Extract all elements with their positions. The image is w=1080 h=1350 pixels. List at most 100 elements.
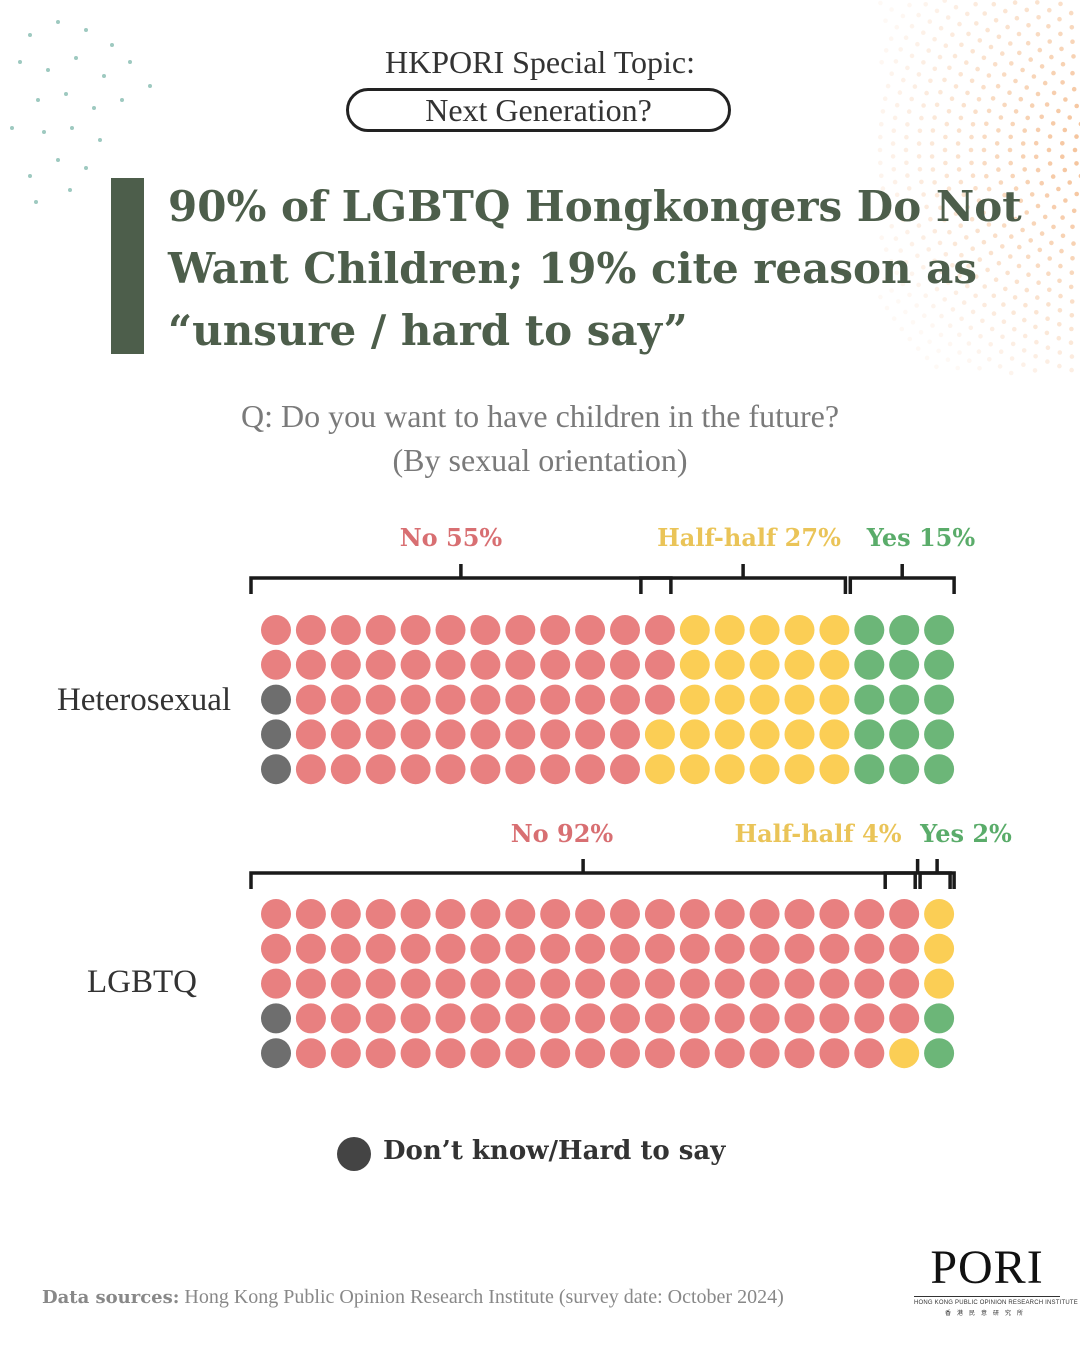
waffle-dot-no	[365, 899, 396, 929]
waffle-dot-no	[679, 933, 710, 964]
deco-dot	[930, 323, 935, 328]
deco-dot	[56, 158, 60, 162]
deco-dot	[885, 83, 891, 89]
waffle-dot-no	[610, 754, 640, 785]
deco-dot	[996, 128, 1001, 133]
deco-dot	[1025, 179, 1030, 185]
deco-dot	[916, 282, 921, 288]
deco-dot	[921, 103, 926, 108]
deco-dot	[903, 260, 909, 265]
deco-dot	[893, 59, 899, 64]
deco-dot	[1037, 247, 1043, 253]
deco-dot	[982, 11, 987, 16]
waffle-dot-no	[714, 1038, 745, 1069]
deco-dot	[1001, 223, 1007, 228]
deco-dot	[899, 326, 905, 332]
deco-dot	[955, 141, 961, 146]
deco-dot	[939, 313, 944, 319]
deco-dot	[973, 186, 978, 191]
deco-dot	[1008, 370, 1014, 376]
group-label: Heterosexual	[57, 682, 231, 718]
deco-dot	[1070, 39, 1075, 44]
deco-dot	[882, 96, 888, 101]
waffle-dot-half	[819, 754, 850, 785]
deco-dot	[1035, 0, 1040, 5]
waffle-dot-no	[610, 615, 640, 645]
bracket-no	[249, 859, 917, 889]
deco-dot	[1057, 363, 1062, 369]
waffle-dot-yes	[924, 719, 955, 750]
deco-dot	[1012, 295, 1018, 300]
deco-dot	[915, 253, 920, 259]
deco-dot	[1035, 203, 1041, 209]
deco-dot	[947, 341, 953, 347]
deco-dot	[892, 179, 898, 185]
deco-dot	[1035, 127, 1041, 133]
waffle-dot-half	[714, 649, 745, 680]
deco-dot	[993, 18, 999, 23]
deco-dot	[932, 180, 937, 185]
deco-dot	[930, 167, 936, 172]
deco-dot	[1051, 70, 1056, 76]
deco-dot	[993, 277, 999, 283]
waffle-dot-no	[505, 1038, 536, 1069]
deco-dot	[991, 1, 997, 7]
deco-dot	[909, 53, 915, 59]
waffle-dot-no	[854, 1003, 885, 1034]
waffle-dot-no	[784, 1003, 815, 1034]
deco-dot	[977, 38, 983, 43]
waffle-dot-no	[400, 684, 431, 715]
deco-dot	[1057, 16, 1062, 22]
waffle-dot-no	[575, 1003, 606, 1034]
deco-dot	[947, 229, 952, 235]
waffle-dot-no	[714, 1003, 745, 1034]
waffle-dot-no	[330, 649, 361, 680]
deco-dot	[1009, 61, 1014, 66]
waffle-dot-no	[610, 684, 640, 715]
deco-dot	[909, 96, 914, 102]
waffle-dot-no	[330, 933, 361, 964]
deco-dot	[1010, 121, 1015, 127]
waffle-dot-no	[749, 968, 780, 999]
deco-dot	[1047, 161, 1053, 166]
deco-dot	[1033, 324, 1038, 330]
deco-dot	[1007, 147, 1013, 153]
waffle-dot-no	[400, 719, 431, 750]
deco-dot	[961, 300, 967, 305]
deco-dot	[938, 332, 944, 338]
waffle-dot-no	[505, 754, 536, 785]
deco-dot	[74, 56, 78, 60]
waffle-dot-no	[330, 1038, 361, 1069]
waffle-dot-no	[889, 968, 920, 999]
waffle-dot-no	[610, 968, 640, 999]
waffle-dot-no	[854, 968, 885, 999]
deco-dot	[1068, 340, 1074, 346]
deco-dot	[1074, 103, 1079, 109]
waffle-dot-no	[365, 754, 396, 785]
waffle-dot-yes	[924, 754, 955, 785]
deco-dot	[932, 66, 938, 72]
waffle-dot-no	[784, 1038, 815, 1069]
deco-dot	[891, 316, 897, 321]
deco-dot	[909, 23, 915, 29]
deco-dot	[943, 252, 949, 257]
deco-dot	[965, 11, 970, 17]
waffle-dot-no	[261, 933, 291, 964]
deco-dot	[988, 342, 993, 347]
waffle-dot-half	[679, 684, 710, 715]
deco-dot	[976, 349, 982, 354]
deco-dot	[981, 147, 987, 153]
waffle-dot-no	[365, 968, 396, 999]
deco-dot	[994, 154, 1000, 159]
waffle-dot-no	[295, 933, 326, 964]
deco-dot	[1035, 295, 1040, 300]
waffle-dot-no	[261, 649, 291, 680]
waffle-dot-yes	[889, 615, 920, 645]
deco-dot	[938, 269, 944, 275]
waffle-dot-half	[819, 649, 850, 680]
deco-dot	[1060, 80, 1065, 85]
waffle-dot-no	[819, 968, 850, 999]
waffle-dot-no	[610, 649, 640, 680]
waffle-dot-no	[400, 1038, 431, 1069]
waffle-dot-no	[575, 684, 606, 715]
